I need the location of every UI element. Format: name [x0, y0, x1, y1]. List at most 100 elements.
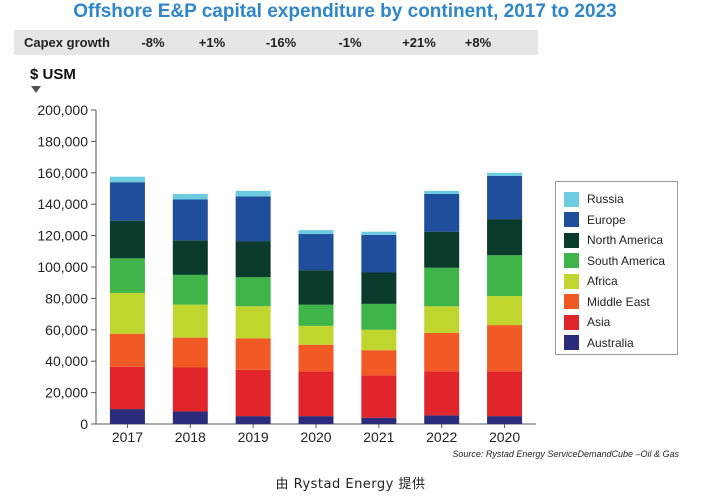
bar-segment	[424, 332, 460, 372]
bar-segment	[361, 417, 397, 424]
bar-segment	[487, 175, 523, 220]
bar-segment	[235, 416, 271, 424]
legend-item: Russia	[564, 191, 624, 207]
bar-segment	[109, 409, 145, 424]
legend-swatch	[564, 314, 579, 330]
bar-segment	[298, 344, 334, 372]
legend-label: Australia	[587, 335, 634, 350]
capex-growth-row: Capex growth -8% +1% -16% -1% +21% +8%	[14, 30, 538, 55]
bar-segment	[487, 296, 523, 326]
legend-swatch	[564, 294, 579, 309]
legend-label: Africa	[587, 274, 618, 288]
capex-growth-value: +21%	[402, 35, 436, 50]
bar-segment	[298, 371, 334, 417]
bar-segment	[361, 303, 397, 330]
bar-segment	[109, 176, 145, 183]
y-axis-label: $ USM	[30, 66, 76, 83]
stacked-bar-chart: 0 20,000 40,000 60,000 80,000 100,000 120,000 1…	[37, 102, 536, 445]
legend-item: Africa	[564, 273, 618, 289]
bar-segment	[361, 329, 397, 351]
x-tick-label: 2021	[363, 429, 394, 445]
bar-segment	[235, 306, 271, 339]
bar-segment	[172, 193, 208, 200]
bar-segment	[172, 199, 208, 241]
capex-growth-value: -1%	[338, 35, 362, 50]
bar-segment	[109, 258, 145, 293]
bar-segment	[424, 415, 460, 424]
legend-swatch	[564, 232, 579, 248]
y-tick-label: 60,000	[45, 322, 88, 338]
legend-item: Asia	[564, 314, 610, 330]
legend-label: Middle East	[587, 294, 650, 309]
bar-segment	[109, 182, 145, 221]
legend-swatch	[564, 335, 579, 350]
legend-item: Australia	[564, 335, 634, 351]
bar-segment	[424, 306, 460, 333]
capex-growth-value: -8%	[141, 35, 165, 50]
y-tick-label: 140,000	[37, 196, 88, 212]
bar-segment	[172, 274, 208, 305]
bar-segment	[172, 304, 208, 338]
legend-label: South America	[587, 253, 666, 268]
bar-segment	[487, 416, 523, 424]
legend-label: North America	[587, 233, 664, 247]
y-tick-label: 0	[80, 416, 88, 432]
bar-segment	[424, 231, 460, 268]
bar-segment	[487, 219, 523, 256]
x-tick-label: 2020	[300, 429, 331, 445]
bar-segment	[109, 292, 145, 334]
bar-segment	[109, 333, 145, 367]
bar-segment	[235, 338, 271, 370]
bar-segment	[235, 196, 271, 242]
y-tick-label: 200,000	[37, 102, 88, 118]
legend-label: Russia	[587, 192, 624, 206]
legend-label: Europe	[587, 212, 626, 227]
bar-segment	[172, 411, 208, 424]
bar-segment	[424, 193, 460, 232]
bar-segment	[298, 304, 334, 326]
x-tick-label: 2022	[426, 429, 457, 445]
x-tick-label: 2018	[175, 429, 206, 445]
chart-title: Offshore E&P capital expenditure by cont…	[73, 1, 617, 22]
chart-legend: Russia Europe North America South America Af…	[555, 181, 678, 355]
bar-segment	[172, 240, 208, 275]
bar-segment	[235, 277, 271, 307]
legend-swatch	[564, 191, 579, 207]
y-tick-label: 160,000	[37, 165, 88, 181]
bar-segment	[298, 270, 334, 305]
legend-swatch	[564, 212, 579, 227]
bar-segment	[298, 325, 334, 345]
legend-label: Asia	[587, 315, 611, 329]
bar-segment	[487, 325, 523, 372]
source-note: Source: Rystad Energy ServiceDemandCube …	[452, 449, 679, 459]
x-tick-label: 2019	[238, 429, 269, 445]
bar-segment	[424, 267, 460, 307]
y-tick-label: 100,000	[37, 259, 88, 275]
capex-growth-label: Capex growth	[24, 35, 110, 50]
bar-segment	[235, 241, 271, 278]
legend-item: Europe	[564, 212, 626, 228]
bar-segment	[361, 231, 397, 235]
capex-growth-value: +1%	[198, 35, 226, 50]
y-tick-label: 20,000	[45, 385, 88, 401]
bar-segment	[235, 190, 271, 197]
bar-segment	[298, 416, 334, 424]
y-tick-label: 80,000	[45, 290, 88, 306]
y-tick-label: 120,000	[37, 228, 88, 244]
legend-item: Middle East	[564, 294, 650, 310]
bar-segment	[424, 371, 460, 416]
bar-segment	[109, 366, 145, 410]
bar-segment	[298, 234, 334, 271]
x-tick-label: 2017	[112, 429, 143, 445]
bar-segment	[361, 272, 397, 304]
bar-segment	[235, 369, 271, 417]
legend-swatch	[564, 273, 579, 289]
down-arrow-icon	[31, 86, 41, 93]
bar-segment	[361, 234, 397, 273]
y-tick-label: 180,000	[37, 133, 88, 149]
legend-item: North America	[564, 232, 663, 248]
legend-swatch	[564, 253, 579, 268]
bar-segment	[172, 367, 208, 412]
bar-segment	[487, 371, 523, 417]
bar-segment	[298, 230, 334, 235]
